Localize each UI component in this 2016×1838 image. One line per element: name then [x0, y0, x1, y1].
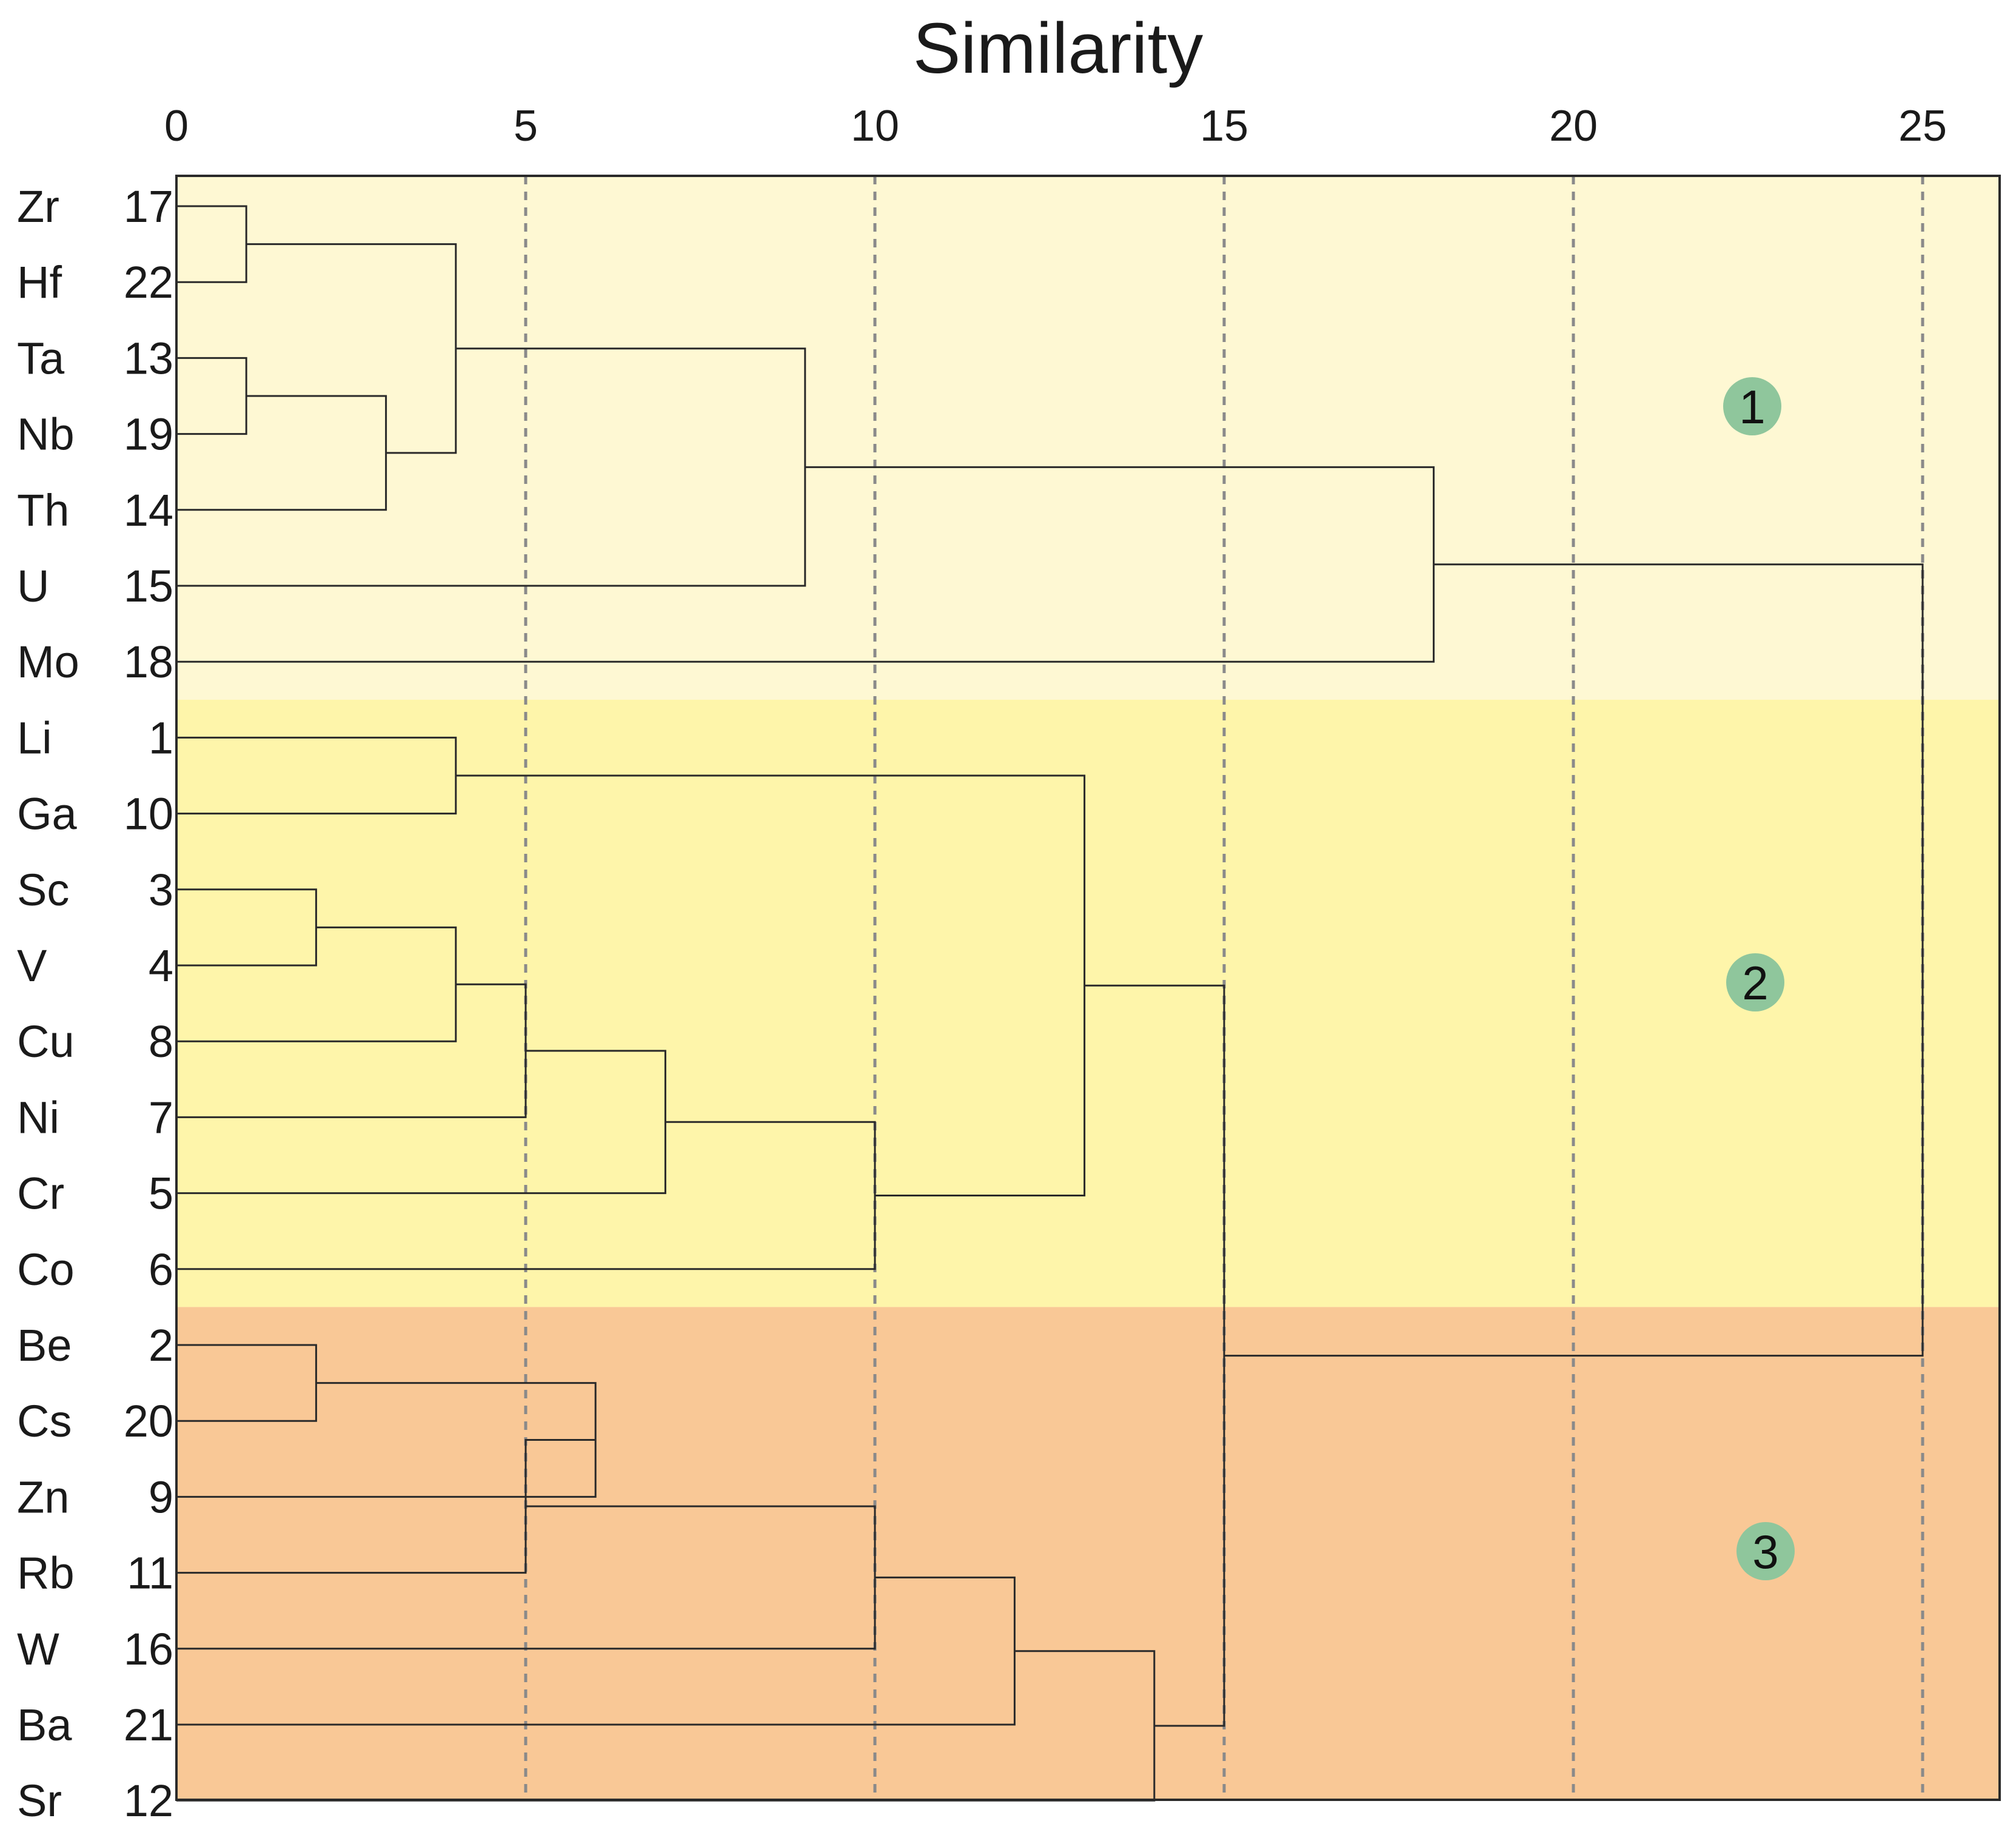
leaf-element-V: V — [17, 941, 47, 991]
x-tick-label-25: 25 — [1898, 102, 1947, 150]
cluster-band-2 — [176, 699, 2000, 1307]
x-tick-label-15: 15 — [1200, 102, 1248, 150]
leaf-element-Sr: Sr — [17, 1776, 62, 1826]
leaf-element-Li: Li — [17, 713, 52, 763]
leaf-element-Zn: Zn — [17, 1472, 69, 1522]
leaf-id-13: 13 — [124, 333, 173, 383]
cluster-badge-2 — [1726, 953, 1784, 1011]
leaf-id-2: 2 — [149, 1320, 173, 1370]
leaf-id-10: 10 — [124, 789, 173, 839]
x-axis-ticks: 0 5 10 15 20 25 — [164, 102, 1947, 150]
cluster-badge-label-3: 3 — [1752, 1525, 1778, 1578]
leaf-id-17: 17 — [124, 181, 173, 232]
leaf-id-12: 12 — [124, 1776, 173, 1826]
plot-frame — [175, 175, 2001, 1801]
chart-title: Similarity — [913, 8, 1204, 89]
leaf-id-11: 11 — [127, 1548, 173, 1598]
leaf-id-9: 9 — [149, 1472, 173, 1522]
leaf-element-Ba: Ba — [17, 1700, 72, 1750]
leaf-id-21: 21 — [124, 1700, 173, 1750]
leaf-element-Cr: Cr — [17, 1169, 64, 1219]
leaf-id-16: 16 — [124, 1624, 173, 1674]
cluster-badge-label-1: 1 — [1739, 380, 1765, 434]
leaf-element-Cs: Cs — [17, 1396, 72, 1446]
leaf-id-15: 15 — [124, 561, 173, 611]
leaf-id-19: 19 — [124, 409, 173, 460]
leaf-id-7: 7 — [149, 1092, 173, 1142]
leaf-element-Rb: Rb — [17, 1548, 75, 1598]
leaf-element-Ni: Ni — [17, 1092, 59, 1142]
dendrogram-links — [176, 205, 1924, 1802]
leaf-id-8: 8 — [149, 1016, 173, 1067]
merge-link-20 — [1224, 563, 1924, 1357]
leaf-element-Nb: Nb — [17, 409, 75, 460]
x-tick-label-20: 20 — [1549, 102, 1598, 150]
leaf-labels: Zr 17 Hf 22 Ta 13 Nb 19 Th 14 U 15 Mo 18 Li 1 Ga 10 Sc 3 V 4 C… — [17, 181, 173, 1826]
cluster-bands — [176, 176, 2000, 1800]
leaf-element-W: W — [17, 1624, 59, 1674]
cluster-badge-label-2: 2 — [1742, 956, 1768, 1010]
leaf-id-1: 1 — [149, 713, 173, 763]
cluster-badges: 1 2 3 — [1723, 377, 1795, 1580]
x-tick-label-5: 5 — [514, 102, 538, 150]
leaf-element-Co: Co — [17, 1244, 75, 1295]
leaf-element-Ta: Ta — [17, 333, 65, 383]
leaf-element-Ga: Ga — [17, 789, 78, 839]
leaf-element-Sc: Sc — [17, 865, 69, 915]
leaf-id-22: 22 — [124, 257, 173, 307]
cluster-badge-1 — [1723, 377, 1781, 435]
leaf-id-18: 18 — [124, 637, 173, 687]
leaf-id-6: 6 — [149, 1244, 173, 1295]
cluster-band-3 — [176, 1307, 2000, 1800]
leaf-element-Cu: Cu — [17, 1016, 75, 1067]
leaf-id-3: 3 — [149, 865, 173, 915]
leaf-id-5: 5 — [149, 1169, 173, 1219]
leaf-element-Th: Th — [17, 485, 69, 535]
leaf-element-Zr: Zr — [17, 181, 59, 232]
leaf-element-Hf: Hf — [17, 257, 62, 307]
leaf-element-Be: Be — [17, 1320, 72, 1370]
leaf-id-4: 4 — [149, 941, 173, 991]
leaf-id-14: 14 — [124, 485, 173, 535]
x-tick-label-10: 10 — [851, 102, 899, 150]
leaf-id-20: 20 — [124, 1396, 173, 1446]
cluster-badge-3 — [1736, 1522, 1795, 1580]
leaf-element-U: U — [17, 561, 49, 611]
x-tick-label-0: 0 — [164, 102, 189, 150]
leaf-element-Mo: Mo — [17, 637, 79, 687]
cluster-band-1 — [176, 176, 2000, 700]
